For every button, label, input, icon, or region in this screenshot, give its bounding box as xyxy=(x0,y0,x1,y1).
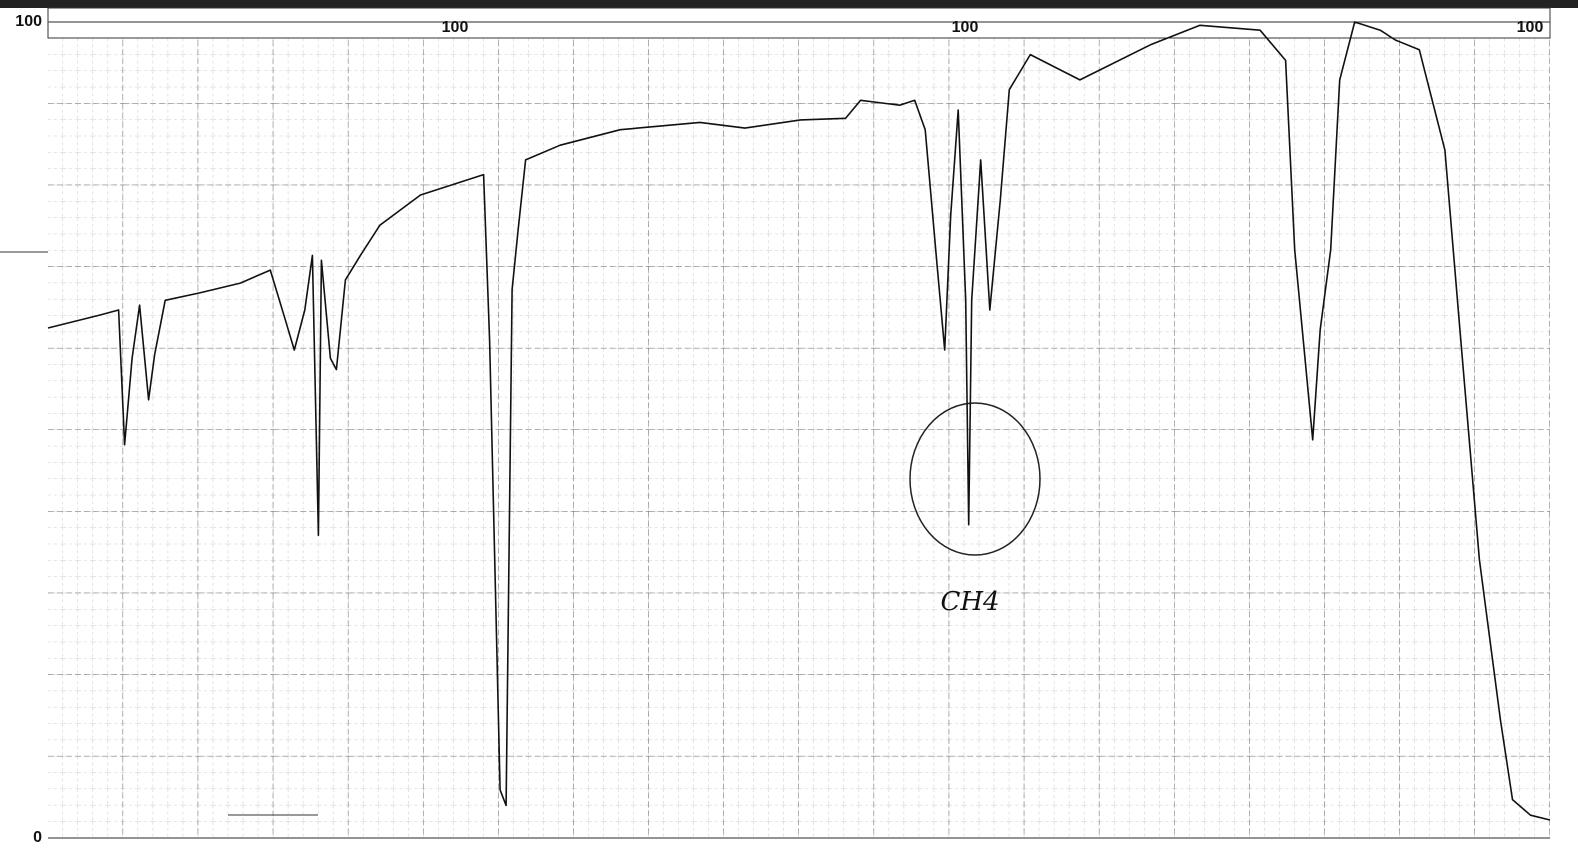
y-tick-label: 100 xyxy=(15,13,42,30)
scale-strip xyxy=(48,8,1550,38)
scale-label: 100 xyxy=(442,19,469,36)
page: {"chart_data": { "type": "line", "x": [0… xyxy=(0,0,1578,852)
scale-label: 100 xyxy=(1517,19,1544,36)
chart: 0 100 100 100 100 CH4 xyxy=(0,0,1578,852)
scale-label: 100 xyxy=(952,19,979,36)
paper-major-grid xyxy=(48,22,1550,838)
y-tick-label: 0 xyxy=(33,829,42,846)
scan-edge xyxy=(0,0,1578,8)
annotation: CH4 xyxy=(940,587,999,617)
